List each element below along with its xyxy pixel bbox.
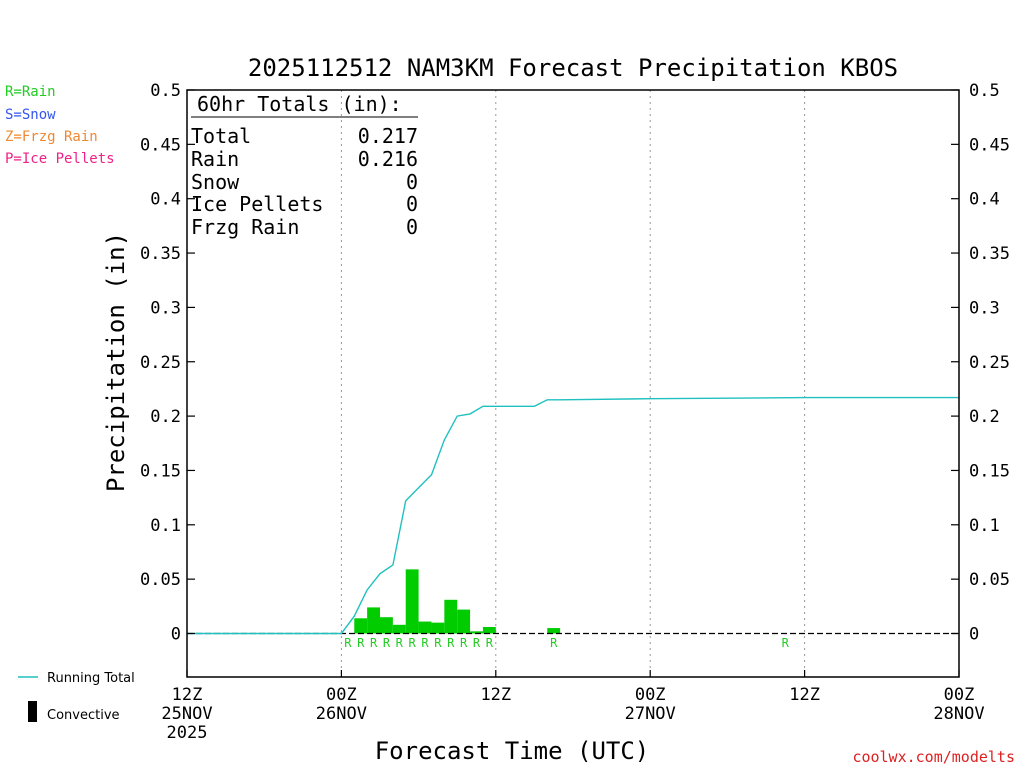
precip-type-label: R (409, 636, 417, 650)
y-tick-label-right: 0.5 (969, 81, 1000, 101)
y-tick-label-left: 0 (171, 625, 181, 645)
x-tick-label: 26NOV (316, 704, 367, 724)
x-tick-label: 12Z (480, 685, 511, 705)
rain-bar (405, 569, 419, 634)
x-tick-label: 00Z (635, 685, 666, 705)
legend-ice-pellets: P=Ice Pellets (5, 151, 115, 167)
rain-bar (431, 622, 445, 634)
x-tick-label: 2025 (167, 723, 208, 743)
precip-type-label: R (421, 636, 429, 650)
y-tick-label-right: 0.25 (969, 353, 1010, 373)
rain-bar (470, 631, 483, 634)
x-tick-label: 12Z (789, 685, 820, 705)
rain-bar (392, 624, 406, 634)
x-tick-label: 25NOV (161, 704, 212, 724)
totals-frzg-label: Frzg Rain (191, 215, 299, 239)
precip-type-label: R (370, 636, 378, 650)
precip-type-label: R (486, 636, 494, 650)
rain-bar (354, 618, 368, 634)
y-axis-ticks: 0.5 0.5 0.45 0.45 0.4 0.4 0.35 0.35 0.3 0.3 0.25 0.… (140, 81, 1010, 645)
y-tick-label-right: 0.2 (969, 407, 1000, 427)
y-tick-label-right: 0.15 (969, 461, 1010, 481)
totals-ice-label: Ice Pellets (191, 192, 323, 216)
y-tick-label-left: 0.15 (140, 461, 181, 481)
type-legend: R=Rain S=Snow Z=Frzg Rain P=Ice Pellets (5, 84, 115, 167)
totals-heading: 60hr Totals (in): (197, 92, 402, 116)
y-tick-label-left: 0.2 (150, 407, 181, 427)
y-tick-label-right: 0.05 (969, 570, 1010, 590)
totals-frzg-value: 0 (406, 215, 418, 239)
y-tick-label-right: 0 (969, 625, 979, 645)
y-tick-label-left: 0.25 (140, 353, 181, 373)
chart-title: 2025112512 NAM3KM Forecast Precipitation… (248, 54, 898, 82)
legend-rain: R=Rain (5, 84, 56, 100)
y-tick-label-left: 0.1 (150, 516, 181, 536)
convective-swatch (28, 701, 37, 722)
precip-type-label: R (782, 636, 790, 650)
y-tick-label-left: 0.3 (150, 298, 181, 318)
precip-type-label: R (434, 636, 442, 650)
y-axis-label: Precipitation (in) (102, 232, 130, 492)
x-tick-label: 27NOV (625, 704, 676, 724)
running-total-line (187, 396, 959, 635)
rain-bar (418, 621, 432, 634)
y-tick-label-left: 0.4 (150, 190, 181, 210)
legend-frzg-rain: Z=Frzg Rain (5, 129, 98, 145)
totals-snow-value: 0 (406, 170, 418, 194)
running-total-legend-label: Running Total (47, 671, 135, 686)
convective-legend-label: Convective (47, 708, 120, 723)
rain-bar (380, 617, 393, 634)
rain-bar (444, 599, 458, 634)
y-tick-label-left: 0.45 (140, 135, 181, 155)
totals-total-value: 0.217 (358, 124, 418, 148)
x-axis-label: Forecast Time (UTC) (375, 737, 650, 765)
x-tick-label: 12Z (172, 685, 203, 705)
precip-type-label: R (473, 636, 481, 650)
grid-lines (340, 90, 806, 677)
y-tick-label-right: 0.45 (969, 135, 1010, 155)
rain-bar (482, 626, 496, 634)
y-tick-label-left: 0.35 (140, 244, 181, 264)
precip-type-label: R (460, 636, 468, 650)
rain-bar (547, 628, 561, 634)
y-tick-label-left: 0.5 (150, 81, 181, 101)
precip-type-label: R (344, 636, 352, 650)
rain-bar (367, 607, 380, 634)
plot-frame (186, 89, 960, 678)
precip-type-label: R (550, 636, 558, 650)
x-tick-label: 00Z (944, 685, 975, 705)
legend-snow: S=Snow (5, 107, 56, 123)
precip-type-label: R (383, 636, 391, 650)
totals-rain-label: Rain (191, 147, 239, 171)
rain-bars (354, 569, 561, 634)
precip-type-label: R (396, 636, 404, 650)
y-tick-label-left: 0.05 (140, 570, 181, 590)
totals-ice-value: 0 (406, 192, 418, 216)
precip-type-label: R (447, 636, 455, 650)
totals-box: 60hr Totals (in): Total 0.217 Rain 0.216… (191, 92, 418, 239)
totals-total-label: Total (191, 124, 251, 148)
precip-type-label: R (357, 636, 365, 650)
line-legend: Running Total Convective (18, 671, 135, 723)
totals-snow-label: Snow (191, 170, 240, 194)
y-tick-label-right: 0.1 (969, 516, 1000, 536)
credit-text: coolwx.com/modelts (852, 748, 1015, 766)
rain-bar (457, 609, 471, 634)
y-tick-label-right: 0.35 (969, 244, 1010, 264)
totals-rain-value: 0.216 (358, 147, 418, 171)
y-tick-label-right: 0.3 (969, 298, 1000, 318)
x-tick-label: 00Z (326, 685, 357, 705)
y-tick-label-right: 0.4 (969, 190, 1000, 210)
x-tick-label: 28NOV (933, 704, 984, 724)
